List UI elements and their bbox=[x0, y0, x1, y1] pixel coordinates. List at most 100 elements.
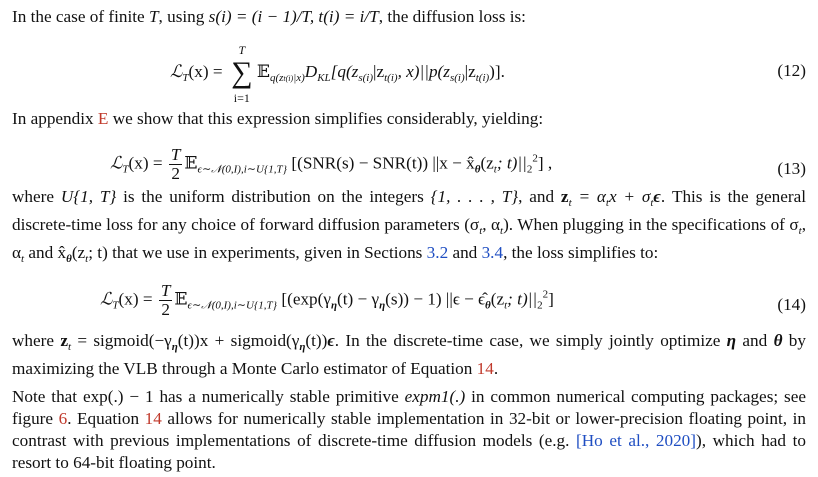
eq12-loss-symbol: ℒ bbox=[170, 61, 183, 82]
eq12-sum-top: T bbox=[238, 43, 246, 57]
where2-eta: η bbox=[726, 331, 737, 350]
where2-zt-sub: t bbox=[67, 341, 72, 353]
figure-link-6[interactable]: 6 bbox=[58, 409, 68, 428]
eq12-expect-sub-c: |x) bbox=[293, 71, 305, 84]
note-b: in common numerical computing packages; … bbox=[12, 387, 806, 428]
where1-u: U{1, T} bbox=[60, 187, 117, 206]
where2-b-sub: η bbox=[171, 341, 178, 353]
eq12-rhs-a: [q(z bbox=[330, 61, 359, 81]
eq14-loss-symbol: ℒ bbox=[100, 289, 113, 310]
where1-o: , the loss simplifies to: bbox=[503, 243, 659, 262]
where1-c: , and bbox=[518, 187, 561, 206]
where2-g: by maximizing the VLB through a Monte Ca… bbox=[12, 331, 806, 378]
where1-e-sub: t bbox=[650, 197, 654, 209]
eq12-rhs-t: t(i) bbox=[384, 71, 398, 84]
where1-h: , α bbox=[482, 215, 501, 234]
where2-d: (t)) bbox=[305, 331, 328, 350]
appendix-paragraph: In appendix E we show that this expressi… bbox=[12, 108, 806, 130]
eq14-body2: (t) − γ bbox=[337, 289, 380, 309]
note-e: ), which had to resort to 64-bit floatin… bbox=[12, 431, 806, 472]
where1-g: . This is the general discrete-time loss… bbox=[12, 187, 807, 234]
note-d: allows for numerically stable implementa… bbox=[12, 409, 806, 450]
where1-l-sub: t bbox=[85, 253, 89, 265]
where2-e: . In the discrete-time case, we simply j… bbox=[334, 331, 727, 350]
where2-h: . bbox=[493, 359, 499, 378]
eq12-loss-sub: T bbox=[182, 71, 189, 84]
section-link-3-2[interactable]: 3.2 bbox=[426, 243, 449, 262]
where2-c-sub: η bbox=[299, 341, 306, 353]
where2-a: where bbox=[12, 331, 61, 350]
appendix-text-after: we show that this expression simplifies … bbox=[108, 109, 544, 128]
eq13-frac-den: 2 bbox=[171, 164, 180, 183]
where1-a: where bbox=[12, 187, 61, 206]
eq13-loss-symbol: ℒ bbox=[110, 153, 123, 174]
eq14-lhs-arg: (x) = bbox=[118, 289, 153, 309]
note-expm1: expm1(.) bbox=[404, 387, 466, 406]
where1-d: = α bbox=[571, 187, 606, 206]
where1-j: , α bbox=[12, 215, 806, 262]
eq14-body: [(exp(γ bbox=[281, 289, 331, 309]
eq12-expect-sub-a: q(z bbox=[269, 71, 284, 84]
eq13-frac-num: T bbox=[168, 145, 183, 165]
eq13-expectation: 𝔼 bbox=[184, 153, 198, 173]
eq12-dkl: D bbox=[304, 61, 318, 81]
where2-c: (t))x + sigmoid(γ bbox=[177, 331, 300, 350]
eq12-dkl-sub: KL bbox=[317, 71, 331, 84]
citation-ho-2020[interactable]: [Ho et al., 2020] bbox=[576, 431, 696, 450]
eq13-loss-sub: T bbox=[122, 163, 129, 176]
eq14-norm-sub: 2 bbox=[537, 299, 543, 312]
eq14-theta: θ bbox=[485, 299, 491, 312]
where2-f: and bbox=[736, 331, 774, 350]
intro-paragraph: In the case of finite T, using s(i) = (i… bbox=[12, 6, 806, 28]
where1-epsilon: ϵ bbox=[653, 187, 661, 206]
where2-b: = sigmoid(−γ bbox=[71, 331, 172, 350]
where1-zt-sub: t bbox=[568, 197, 572, 209]
eq14-eta2: η bbox=[379, 299, 386, 312]
eq12-sum-symbol: ∑ bbox=[231, 56, 253, 89]
eq12-rhs-s2: s(i) bbox=[449, 71, 465, 84]
eq14-loss-sub: T bbox=[112, 299, 119, 312]
equation-link-14-note[interactable]: 14 bbox=[144, 409, 162, 428]
intro-text-after: , the diffusion loss is: bbox=[378, 7, 526, 26]
where1-set: {1, . . . , T} bbox=[430, 187, 519, 206]
eq14-frac-num: T bbox=[158, 281, 173, 301]
equation-number-14: (14) bbox=[777, 295, 806, 314]
eq13-body3: ; t)|| bbox=[496, 153, 527, 173]
eq14-eta: η bbox=[330, 299, 338, 312]
eq13-t-sub: t bbox=[493, 163, 497, 176]
eq12-rhs-s: s(i) bbox=[358, 71, 374, 84]
eq14-body5: ; t)|| bbox=[507, 289, 538, 309]
section-link-3-4[interactable]: 3.4 bbox=[481, 243, 504, 262]
where-paragraph-1: where U{1, T} is the uniform distributio… bbox=[12, 186, 806, 270]
eq12-lhs-arg: (x) = bbox=[188, 61, 223, 81]
eq12-rhs-t2: t(i) bbox=[475, 71, 490, 84]
eq14-body4: (z bbox=[490, 289, 505, 309]
note-c: . Equation bbox=[67, 409, 145, 428]
eq13-norm-sub: 2 bbox=[526, 163, 533, 176]
eq12-rhs-end: )]. bbox=[489, 61, 505, 81]
where1-i-sub: t bbox=[798, 225, 802, 237]
equation-number-12: (12) bbox=[777, 61, 806, 80]
eq12-sum-bottom: i=1 bbox=[233, 91, 250, 105]
equation-link-14[interactable]: 14 bbox=[476, 359, 494, 378]
eq12-expectation: 𝔼 bbox=[256, 61, 270, 81]
where2-theta: θ bbox=[773, 331, 783, 350]
intro-T: T bbox=[148, 7, 159, 26]
where1-d-sub: t bbox=[605, 197, 609, 209]
where2-epsilon: ϵ bbox=[327, 331, 335, 350]
eq13-theta: θ bbox=[474, 163, 481, 176]
where1-l: (z bbox=[71, 243, 86, 262]
intro-definitions: s(i) = (i − 1)/T, t(i) = i/T bbox=[208, 7, 379, 26]
where1-zt: z bbox=[560, 187, 569, 206]
where1-k-sub: θ bbox=[66, 253, 72, 265]
eq14-end: ] bbox=[548, 289, 554, 309]
where1-n: and bbox=[448, 243, 482, 262]
eq14-body3: (s)) − 1) ||ϵ − ϵ̂ bbox=[385, 289, 486, 309]
eq13-end: ] , bbox=[537, 153, 553, 173]
equation-12: ℒT(x) = T ∑ i=1 𝔼q(zt(i)|x)DKL[q(zs(i)|z… bbox=[0, 44, 818, 104]
where1-e: x + σ bbox=[608, 187, 651, 206]
appendix-link[interactable]: E bbox=[97, 109, 109, 128]
